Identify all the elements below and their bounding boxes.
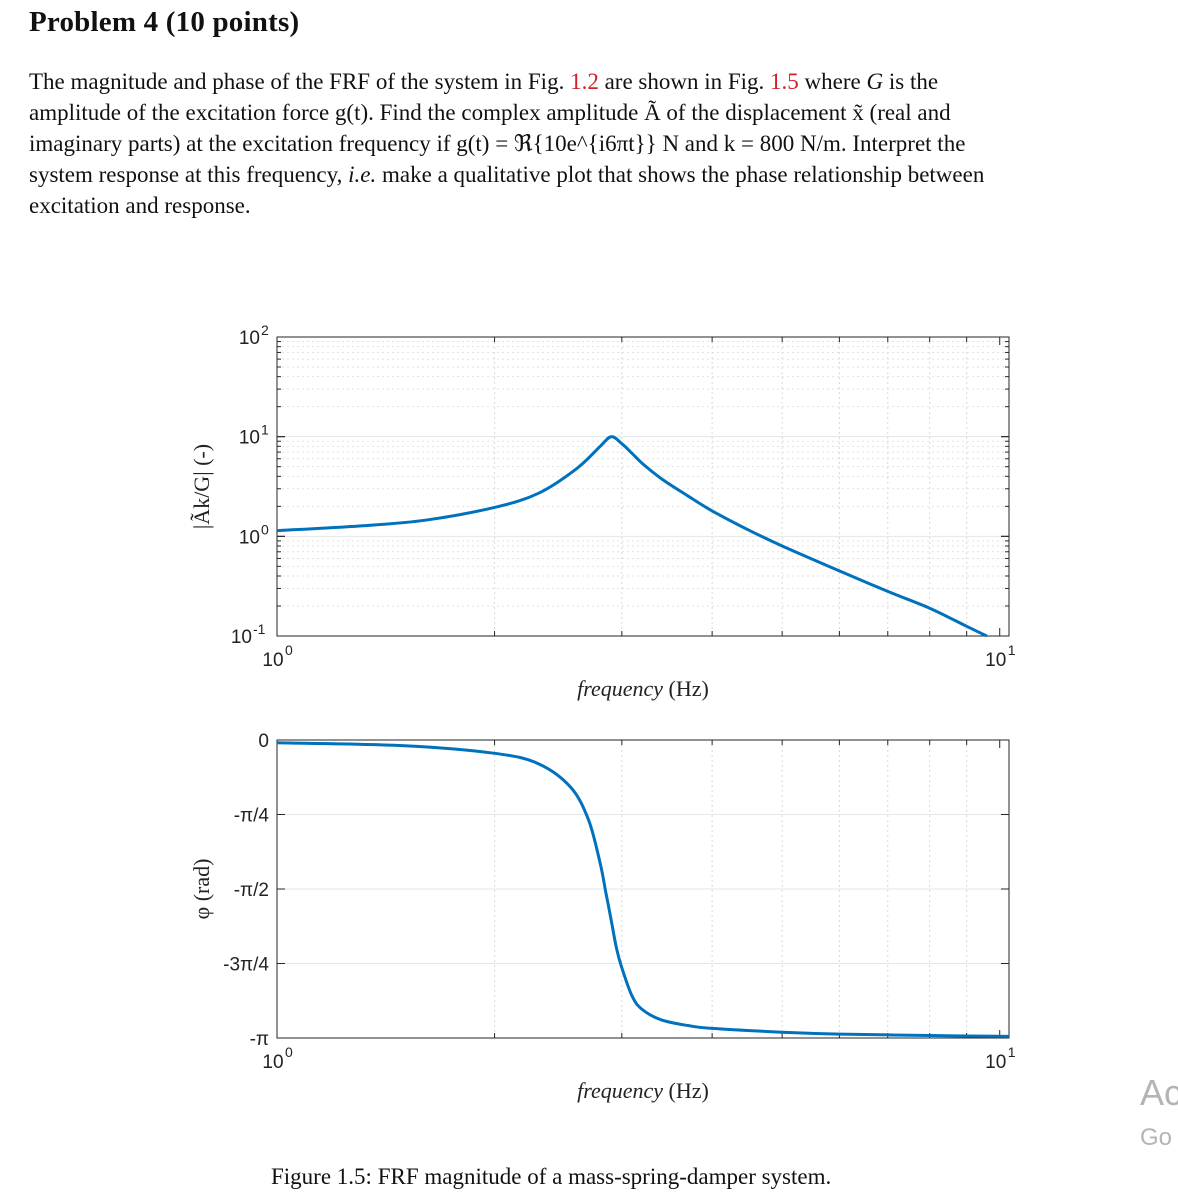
problem-statement: The magnitude and phase of the FRF of th… bbox=[29, 66, 1178, 221]
problem-heading: Problem 4 (10 points) bbox=[29, 6, 300, 38]
x-tick-exponent: 0 bbox=[285, 642, 293, 658]
line1-text-d: is the bbox=[883, 69, 939, 94]
line1-text-c: where bbox=[798, 69, 867, 94]
x-axis-label: frequency (Hz) bbox=[577, 676, 709, 701]
y-tick-label: 10 bbox=[239, 527, 260, 548]
x-tick-label: 10 bbox=[262, 1052, 283, 1073]
x-tick-label: 10 bbox=[985, 1052, 1006, 1073]
x-tick-exponent: 0 bbox=[285, 1044, 293, 1060]
y-tick-label: 10 bbox=[239, 328, 260, 349]
problem-line-1: The magnitude and phase of the FRF of th… bbox=[29, 66, 1178, 97]
ie-abbrev: i.e. bbox=[348, 162, 377, 187]
line1-text-b: are shown in Fig. bbox=[598, 69, 771, 94]
y-tick-label: -π/2 bbox=[234, 880, 269, 901]
y-tick-label: -π/4 bbox=[234, 806, 270, 827]
magnitude-series-line bbox=[276, 435, 988, 638]
watermark-line-1: Ac bbox=[1140, 1072, 1178, 1113]
y-tick-exponent: -1 bbox=[253, 621, 266, 637]
figure-caption: Figure 1.5: FRF magnitude of a mass-spri… bbox=[271, 1164, 832, 1189]
line1-text-a: The magnitude and phase of the FRF of th… bbox=[29, 69, 571, 94]
x-axis-label: frequency (Hz) bbox=[577, 1078, 709, 1103]
y-tick-label: 10 bbox=[231, 627, 252, 648]
y-tick-exponent: 0 bbox=[261, 521, 269, 537]
y-tick-exponent: 1 bbox=[261, 422, 269, 438]
y-tick-label: 10 bbox=[239, 428, 260, 449]
axes-box bbox=[276, 336, 1010, 637]
x-tick-label: 10 bbox=[985, 650, 1006, 671]
y-axis-label: φ (rad) bbox=[189, 859, 214, 920]
problem-line-2: amplitude of the excitation force g(t). … bbox=[29, 100, 951, 125]
y-tick-exponent: 2 bbox=[261, 322, 269, 338]
y-tick-label: 0 bbox=[258, 731, 269, 752]
x-tick-exponent: 1 bbox=[1008, 642, 1016, 658]
problem-line-5: excitation and response. bbox=[29, 193, 251, 218]
line4-text-a: system response at this frequency, bbox=[29, 162, 349, 187]
problem-line-3: imaginary parts) at the excitation frequ… bbox=[29, 131, 966, 156]
line4-text-b: make a qualitative plot that shows the p… bbox=[376, 162, 985, 187]
y-axis-label: |Ãk/G| (-) bbox=[189, 444, 214, 529]
figure-ref-1-5[interactable]: 1.5 bbox=[770, 69, 799, 94]
x-tick-exponent: 1 bbox=[1008, 1044, 1016, 1060]
problem-line-4: system response at this frequency, i.e. … bbox=[29, 159, 1178, 190]
y-tick-label: -3π/4 bbox=[223, 955, 269, 976]
phase-series-line bbox=[276, 741, 1010, 1038]
symbol-G: G bbox=[866, 69, 884, 94]
x-tick-label: 10 bbox=[262, 650, 283, 671]
y-tick-label: -π bbox=[250, 1029, 269, 1050]
watermark-line-2: Go bbox=[1140, 1124, 1173, 1151]
figure-ref-1-2[interactable]: 1.2 bbox=[570, 69, 599, 94]
